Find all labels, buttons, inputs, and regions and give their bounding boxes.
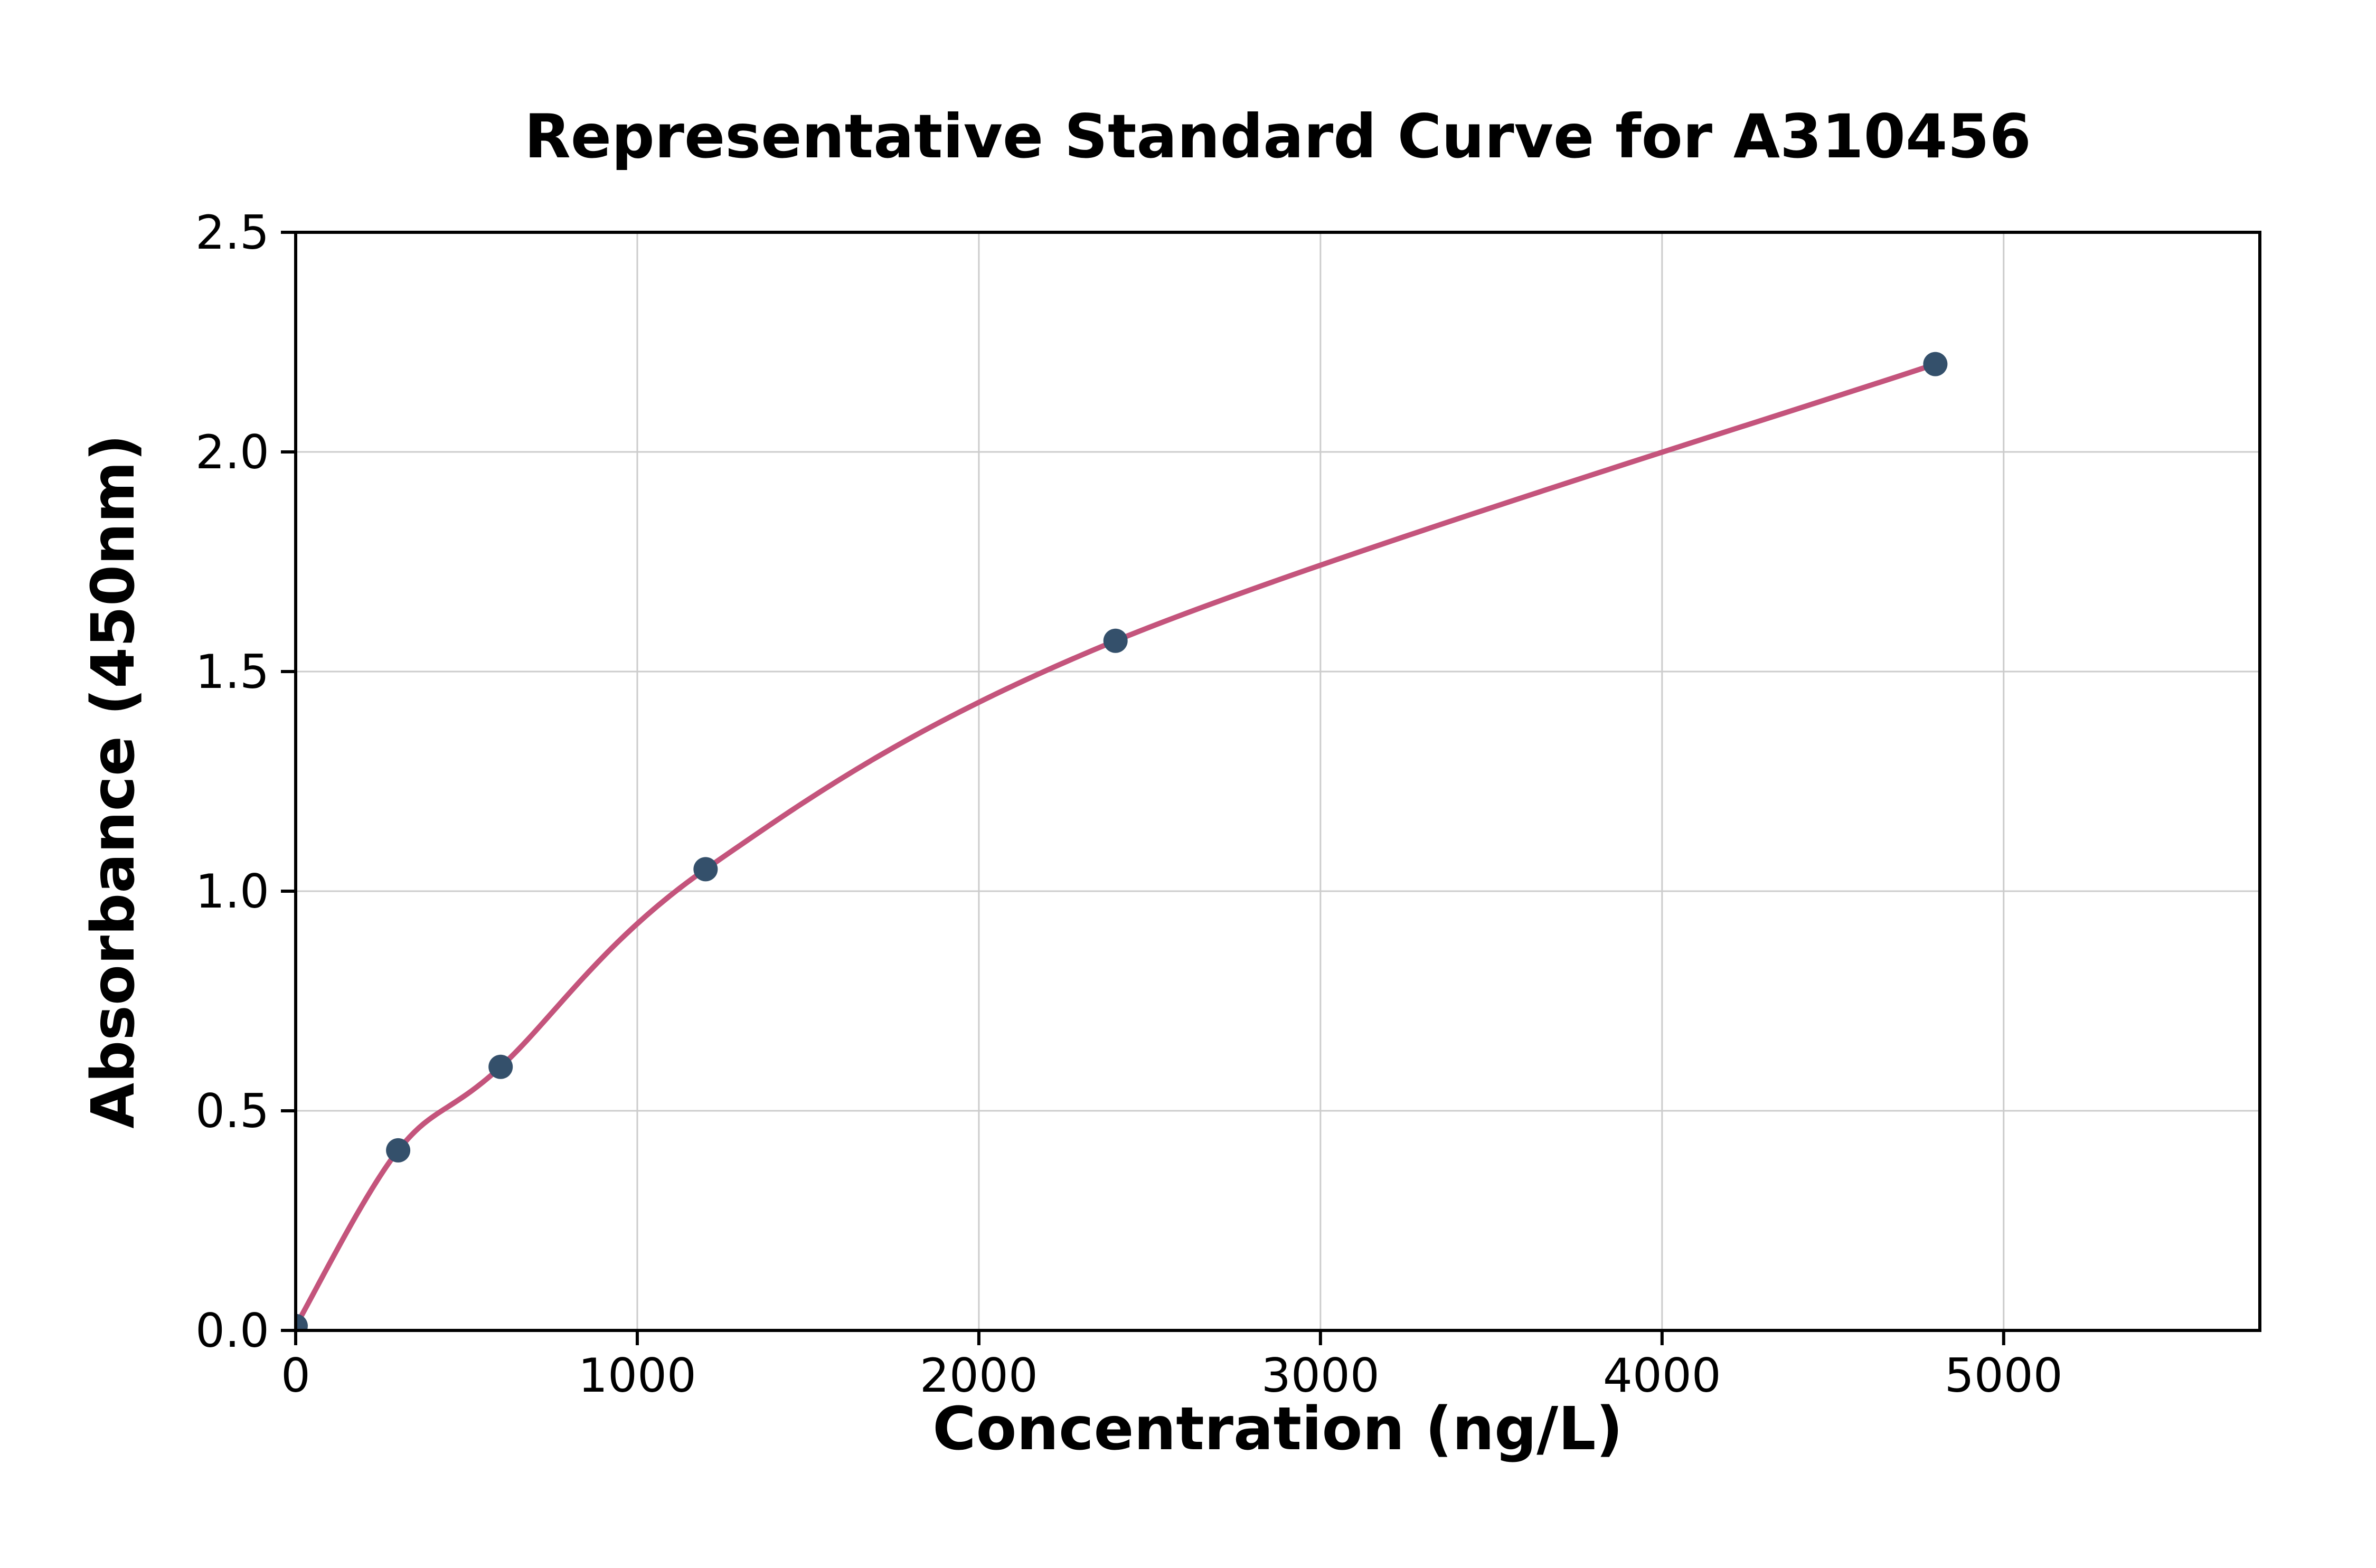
data-point (296, 1314, 308, 1330)
data-point (386, 1138, 411, 1163)
data-point (1103, 628, 1128, 653)
x-tick-label: 2000 (920, 1348, 1038, 1403)
chart-title: Representative Standard Curve for A31045… (524, 101, 2031, 172)
data-point (1923, 352, 1948, 376)
x-tick-label: 0 (281, 1348, 310, 1403)
y-tick-label: 2.5 (195, 205, 269, 260)
plot-border (294, 231, 2261, 1332)
y-tick-label: 1.0 (195, 864, 269, 919)
y-axis-label: Absorbance (450nm) (79, 434, 148, 1129)
x-tick-label: 3000 (1261, 1348, 1380, 1403)
fit-curve (296, 361, 1938, 1329)
x-tick-label: 5000 (1945, 1348, 2063, 1403)
x-tick-label: 4000 (1603, 1348, 1721, 1403)
data-point (488, 1054, 513, 1079)
data-point (693, 857, 718, 882)
data-layer (296, 352, 1948, 1330)
y-tick-label: 2.0 (195, 425, 269, 479)
x-axis-label: Concentration (ng/L) (932, 1395, 1623, 1463)
y-tick-label: 0.0 (195, 1303, 269, 1358)
y-tick-label: 1.5 (195, 645, 269, 699)
y-tick-label: 0.5 (195, 1084, 269, 1138)
x-tick-label: 1000 (578, 1348, 696, 1403)
